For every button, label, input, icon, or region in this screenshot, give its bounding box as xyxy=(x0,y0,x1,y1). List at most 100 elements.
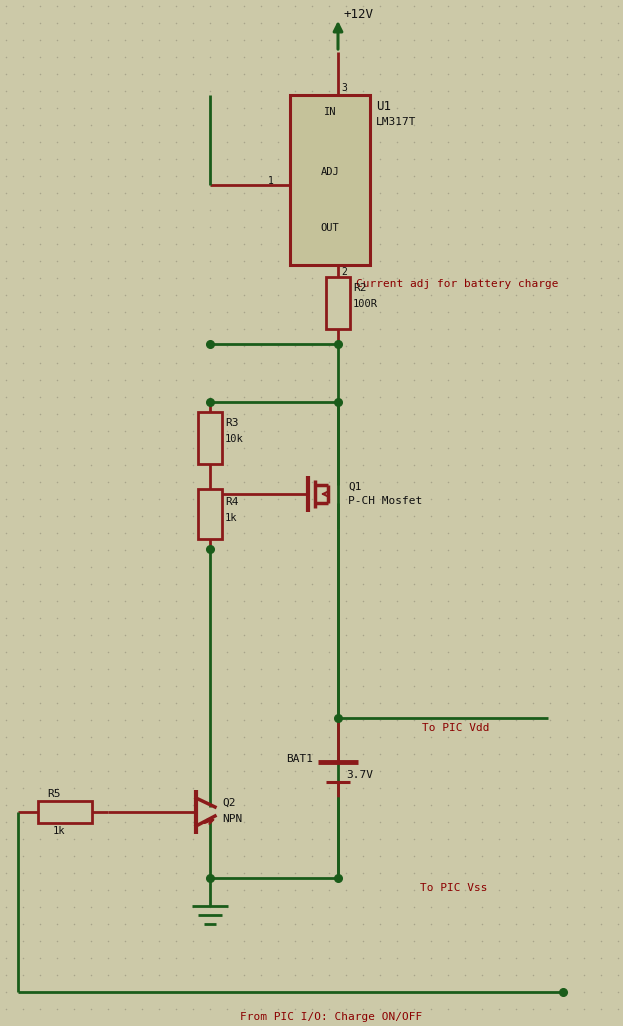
Point xyxy=(222,950,232,966)
Point xyxy=(188,0,198,14)
Point xyxy=(613,14,623,31)
Point xyxy=(545,100,555,116)
Point xyxy=(273,252,283,269)
Point xyxy=(511,406,521,423)
Point xyxy=(545,542,555,558)
Point xyxy=(52,117,62,133)
Point xyxy=(256,117,266,133)
Point xyxy=(579,627,589,643)
Point xyxy=(460,423,470,439)
Point xyxy=(188,661,198,677)
Point xyxy=(205,542,215,558)
Point xyxy=(613,1000,623,1017)
Point xyxy=(103,524,113,541)
Point xyxy=(528,168,538,185)
Point xyxy=(205,576,215,592)
Point xyxy=(18,524,28,541)
Point xyxy=(18,236,28,252)
Point xyxy=(188,627,198,643)
Point xyxy=(341,14,351,31)
Point xyxy=(273,270,283,286)
Point xyxy=(18,984,28,1000)
Point xyxy=(154,899,164,915)
Point xyxy=(409,133,419,150)
Point xyxy=(443,899,453,915)
Point xyxy=(69,916,79,933)
Point xyxy=(120,219,130,235)
Point xyxy=(239,746,249,762)
Point xyxy=(409,185,419,201)
Point xyxy=(86,252,96,269)
Point xyxy=(562,83,572,100)
Point xyxy=(307,66,317,82)
Point xyxy=(18,762,28,779)
Point xyxy=(477,847,487,864)
Point xyxy=(86,236,96,252)
Point xyxy=(426,14,436,31)
Point xyxy=(103,168,113,185)
Point xyxy=(222,542,232,558)
Point xyxy=(273,457,283,473)
Text: R5: R5 xyxy=(47,789,60,799)
Point xyxy=(137,219,147,235)
Point xyxy=(35,576,45,592)
Point xyxy=(273,423,283,439)
Point xyxy=(307,678,317,695)
Point xyxy=(52,168,62,185)
Text: To PIC Vss: To PIC Vss xyxy=(420,883,488,893)
Point xyxy=(579,797,589,814)
Point xyxy=(137,984,147,1000)
Point xyxy=(103,219,113,235)
Point xyxy=(290,950,300,966)
Point xyxy=(579,593,589,609)
Point xyxy=(528,559,538,576)
Point xyxy=(324,270,334,286)
Point xyxy=(239,899,249,915)
Point xyxy=(426,661,436,677)
Point xyxy=(545,984,555,1000)
Point xyxy=(528,219,538,235)
Point xyxy=(545,916,555,933)
Point xyxy=(409,712,419,728)
Point xyxy=(409,202,419,219)
Point xyxy=(562,933,572,949)
Point xyxy=(596,916,606,933)
Point xyxy=(375,133,385,150)
Point xyxy=(545,474,555,490)
Point xyxy=(494,933,504,949)
Point xyxy=(290,831,300,847)
Point xyxy=(205,899,215,915)
Point xyxy=(35,474,45,490)
Point xyxy=(86,490,96,507)
Point xyxy=(579,117,589,133)
Point xyxy=(239,236,249,252)
Point xyxy=(137,933,147,949)
Point xyxy=(154,371,164,388)
Point xyxy=(18,831,28,847)
Point xyxy=(307,168,317,185)
Point xyxy=(120,524,130,541)
Point xyxy=(443,49,453,66)
Point xyxy=(103,100,113,116)
Point xyxy=(443,831,453,847)
Point xyxy=(86,881,96,898)
Point xyxy=(120,542,130,558)
Point xyxy=(171,321,181,338)
Point xyxy=(137,423,147,439)
Point xyxy=(511,457,521,473)
Point xyxy=(69,83,79,100)
Point xyxy=(120,643,130,660)
Point xyxy=(52,423,62,439)
Point xyxy=(579,202,589,219)
Point xyxy=(324,661,334,677)
Point xyxy=(494,270,504,286)
Point xyxy=(205,609,215,626)
Point xyxy=(358,576,368,592)
Point xyxy=(341,168,351,185)
Point xyxy=(1,593,11,609)
Point xyxy=(613,304,623,320)
Point xyxy=(443,338,453,354)
Point xyxy=(341,916,351,933)
Point xyxy=(69,490,79,507)
Point xyxy=(494,185,504,201)
